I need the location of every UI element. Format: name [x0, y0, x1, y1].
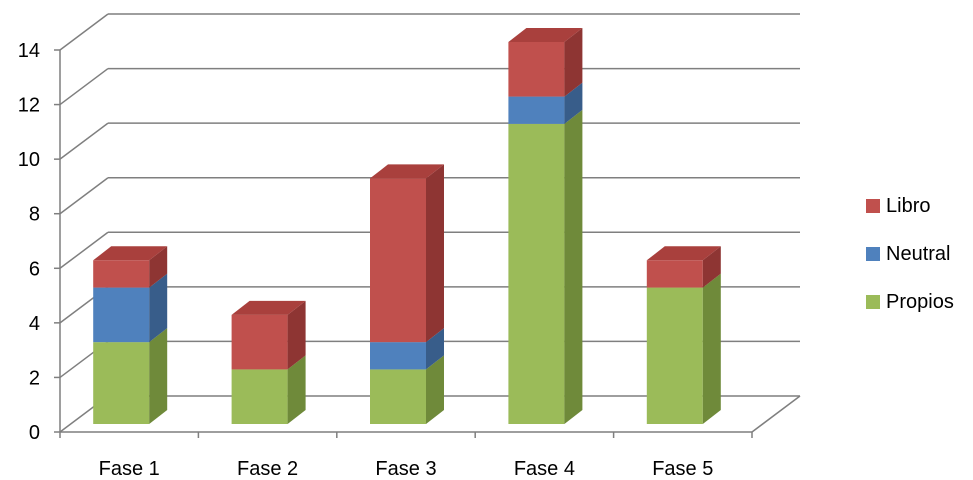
- bar-side-libro-fase-5: [702, 246, 721, 288]
- bar-front-propios-fase-5: [646, 287, 703, 424]
- bar-side-neutral-fase-1: [149, 273, 168, 343]
- legend-label-neutral: Neutral: [886, 242, 951, 265]
- bar-top-fase-5: [646, 246, 721, 261]
- y-tick-label: 10: [18, 149, 40, 171]
- x-tick-label: Fase 4: [514, 458, 575, 480]
- legend-item-neutral: Neutral: [866, 230, 973, 278]
- y-tick-label: 8: [29, 204, 40, 226]
- gridline-side-6: [59, 231, 109, 269]
- floor-right-edge: [751, 395, 801, 433]
- bar-front-propios-fase-4: [508, 123, 565, 424]
- bar-front-propios-fase-1: [93, 342, 150, 424]
- bar-front-libro-fase-4: [508, 42, 565, 97]
- bars: [93, 28, 721, 424]
- y-tick-label: 4: [29, 313, 40, 335]
- bar-side-libro-fase-2: [287, 300, 306, 370]
- bar-side-propios-fase-3: [426, 355, 444, 424]
- bar-front-libro-fase-2: [231, 314, 288, 370]
- x-tick-label: Fase 2: [237, 458, 298, 480]
- bar-top-fase-4: [508, 28, 583, 42]
- legend: Libro Neutral Propios: [866, 182, 973, 326]
- x-tick-labels: Fase 1 Fase 2 Fase 3 Fase 4 Fase 5: [99, 458, 714, 480]
- bar-front-neutral-fase-3: [370, 342, 426, 370]
- axes: [54, 49, 801, 438]
- legend-label-propios: Propios: [886, 290, 954, 313]
- bar-side-propios-fase-4: [564, 109, 583, 424]
- legend-swatch-propios: [866, 295, 880, 309]
- bar-top-fase-3: [370, 164, 444, 179]
- bar-front-neutral-fase-4: [508, 96, 565, 124]
- legend-item-libro: Libro: [866, 182, 973, 230]
- bar-front-propios-fase-3: [370, 369, 426, 424]
- y-tick-labels: 0 2 4 6 8 10 12 14: [18, 40, 40, 444]
- x-tick-label: Fase 1: [99, 458, 160, 480]
- bar-front-libro-fase-5: [646, 260, 703, 288]
- gridline-side-14: [59, 13, 109, 51]
- bar-side-propios-fase-1: [149, 328, 168, 424]
- bar-front-libro-fase-1: [93, 260, 150, 288]
- bar-side-libro-fase-1: [149, 246, 168, 288]
- y-tick-label: 14: [18, 40, 40, 62]
- gridline-side-12: [59, 67, 109, 106]
- gridlines: [59, 13, 800, 433]
- legend-label-libro: Libro: [886, 194, 931, 217]
- bar-front-neutral-fase-1: [93, 287, 150, 343]
- legend-swatch-libro: [866, 199, 880, 213]
- y-tick-label: 2: [29, 367, 40, 389]
- legend-swatch-neutral: [866, 247, 880, 261]
- bar-side-propios-fase-5: [702, 273, 721, 424]
- legend-item-propios: Propios: [866, 278, 973, 326]
- y-tick-label: 6: [29, 258, 40, 280]
- bar-top-fase-1: [93, 246, 168, 261]
- bar-side-propios-fase-2: [287, 355, 306, 424]
- gridline-side-10: [59, 122, 109, 160]
- bar-side-neutral-fase-4: [564, 82, 583, 124]
- y-tick-label: 0: [29, 422, 40, 444]
- bar-top-fase-2: [231, 300, 306, 315]
- bar-front-propios-fase-2: [231, 369, 288, 424]
- x-tick-label: Fase 5: [652, 458, 713, 480]
- bar-side-libro-fase-4: [564, 28, 583, 97]
- bar-side-libro-fase-3: [426, 164, 444, 343]
- y-tick-label: 12: [18, 95, 40, 117]
- bar-side-neutral-fase-3: [426, 328, 444, 370]
- bar-front-libro-fase-3: [370, 178, 426, 343]
- x-tick-label: Fase 3: [375, 458, 436, 480]
- gridline-side-8: [59, 177, 109, 215]
